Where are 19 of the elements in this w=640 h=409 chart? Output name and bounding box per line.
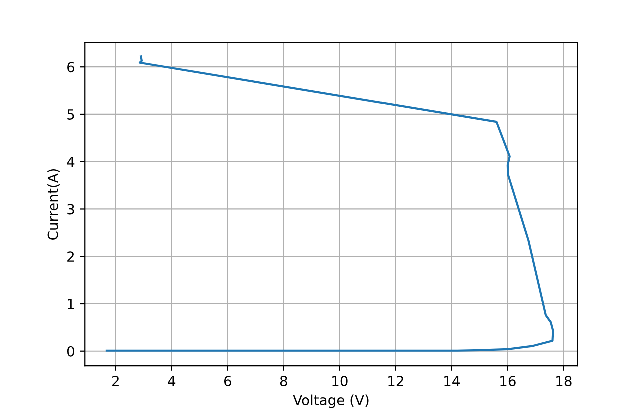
x-tick-label: 6 — [224, 376, 232, 387]
x-axis-title: Voltage (V) — [293, 394, 369, 408]
y-tick-label: 5 — [68, 110, 74, 120]
x-tick-label: 10 — [332, 376, 348, 387]
x-tick-label: 12 — [388, 376, 404, 386]
y-tick-label: 0 — [67, 346, 74, 357]
x-tick-label: 4 — [168, 376, 176, 386]
y-tick-label: 2 — [68, 252, 74, 262]
x-tick-label: 2 — [112, 376, 119, 386]
x-tick-label: 18 — [556, 376, 572, 387]
y-tick-label: 3 — [68, 204, 74, 215]
y-tick-label: 6 — [68, 62, 75, 73]
x-tick-label: 16 — [500, 376, 516, 387]
x-tick-label: 8 — [280, 376, 288, 387]
x-tick-label: 14 — [444, 376, 460, 386]
y-tick-label: 4 — [67, 157, 75, 168]
y-tick-label: 1 — [68, 299, 74, 310]
line-series — [106, 56, 554, 352]
y-axis-title: Current(A) — [48, 169, 60, 240]
